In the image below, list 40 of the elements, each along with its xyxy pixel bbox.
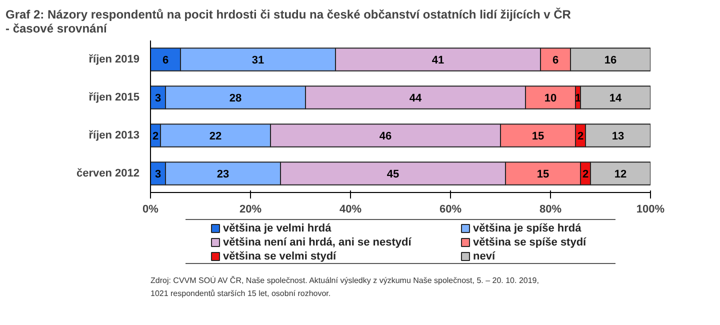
- x-tick-label: 60%: [439, 204, 462, 216]
- x-tick-label: 100%: [636, 204, 665, 216]
- legend-label: většina se velmi stydí: [223, 250, 338, 262]
- data-label: 31: [252, 54, 264, 66]
- data-label: 6: [162, 54, 169, 66]
- data-label: 46: [379, 130, 392, 142]
- data-label: 2: [152, 130, 159, 142]
- data-label: 13: [612, 130, 624, 142]
- y-tick-label: červen 2012: [76, 168, 140, 180]
- x-tick-label: 80%: [539, 204, 562, 216]
- data-label: 23: [216, 168, 230, 180]
- data-label: 16: [604, 54, 617, 66]
- legend-label: neví: [473, 250, 496, 262]
- x-tick-label: 0%: [142, 204, 159, 216]
- legend-label: většina není ani hrdá, ani se nestydí: [223, 236, 412, 248]
- data-label: 3: [154, 168, 162, 180]
- legend-label: většina se spíše stydí: [473, 236, 588, 248]
- chart-title: Graf 2: Názory respondentů na pocit hrdosti či studu na české občanství ostatních lidí žijících v ČR - časové srovnání: [6, 8, 572, 36]
- y-tick-label: říjen 2019: [88, 54, 140, 66]
- data-label: 6: [552, 54, 559, 66]
- x-tick-label: 20%: [239, 204, 262, 216]
- y-tick-label: říjen 2015: [88, 92, 140, 104]
- data-label: 15: [536, 168, 550, 180]
- data-label: 45: [386, 168, 400, 180]
- data-label: 15: [532, 130, 544, 142]
- data-label: 14: [609, 92, 622, 104]
- legend-label: většina je spíše hrdá: [473, 222, 582, 234]
- text: Zdroj: CVVM SOÚ AV ČR, Naše společnost. Aktuální výsledky z výzkumu Naše společnost, 5. – 20. 10. 2019, 1021 respondentů starších 15 let, osobní rozhovor.: [150, 276, 539, 298]
- data-label: 2: [577, 130, 584, 142]
- y-tick-label: říjen 2013: [88, 130, 140, 142]
- data-label: 10: [544, 92, 557, 104]
- x-tick-label: 40%: [339, 204, 362, 216]
- data-label: 3: [154, 92, 162, 104]
- data-label: 28: [229, 92, 242, 104]
- legend-label: většina je velmi hrdá: [223, 222, 332, 234]
- data-label: 2: [582, 168, 589, 180]
- data-label: 44: [409, 92, 422, 104]
- data-label: 22: [209, 130, 222, 142]
- data-label: 12: [614, 168, 627, 180]
- data-label: 41: [432, 54, 444, 66]
